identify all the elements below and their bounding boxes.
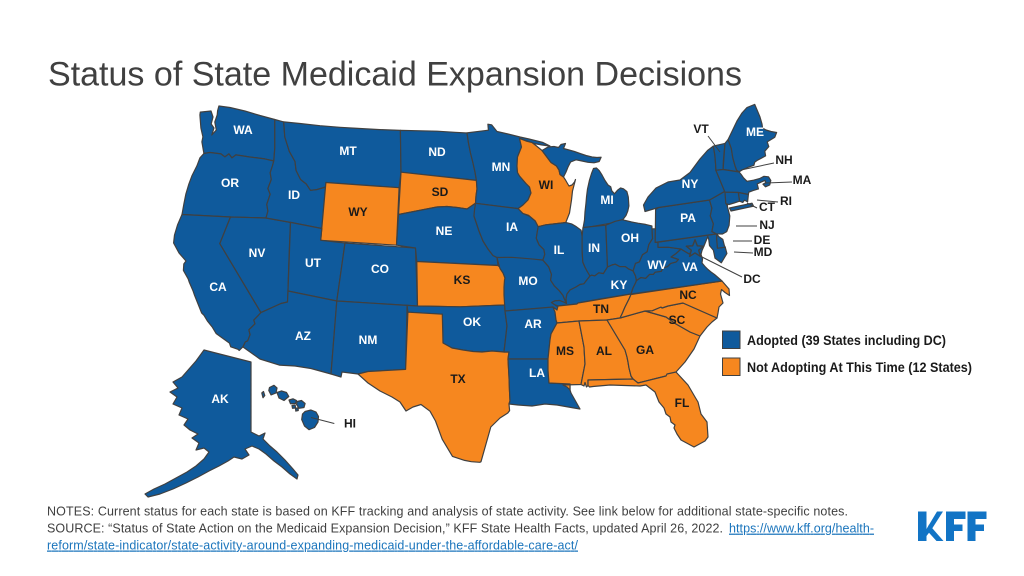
svg-text:NE: NE [436,224,453,238]
svg-text:OR: OR [221,176,239,190]
svg-text:KY: KY [611,278,628,292]
svg-text:DE: DE [754,233,771,247]
svg-text:GA: GA [636,343,654,357]
svg-text:TN: TN [593,302,609,316]
svg-text:NOTES: Current status for each: NOTES: Current status for each state is … [47,504,848,518]
svg-text:ND: ND [428,145,446,159]
svg-text:AR: AR [524,317,542,331]
svg-text:SC: SC [669,313,686,327]
svg-text:Not Adopting At This Time (12: Not Adopting At This Time (12 States) [747,359,972,375]
svg-text:MT: MT [339,144,357,158]
svg-text:IA: IA [506,220,518,234]
svg-text:OK: OK [463,315,481,329]
svg-text:VT: VT [693,122,709,136]
svg-text:WY: WY [348,205,367,219]
svg-text:CT: CT [759,200,776,214]
svg-text:HI: HI [344,416,356,430]
svg-text:AL: AL [596,344,612,358]
svg-text:IN: IN [588,241,600,255]
svg-text:WV: WV [647,258,666,272]
svg-text:UT: UT [305,256,322,270]
svg-text:NM: NM [359,333,378,347]
svg-text:PA: PA [680,211,696,225]
svg-text:NC: NC [679,288,697,302]
svg-text:FL: FL [675,396,690,410]
svg-text:https://www.kff.org/health-: https://www.kff.org/health- [729,522,874,536]
svg-text:CO: CO [371,262,389,276]
svg-text:LA: LA [529,366,545,380]
svg-text:ME: ME [746,125,764,139]
svg-text:OH: OH [621,231,639,245]
svg-text:Adopted (39 States including D: Adopted (39 States including DC) [747,332,946,348]
svg-text:MS: MS [556,344,574,358]
svg-text:NH: NH [775,153,792,167]
svg-text:RI: RI [780,194,792,208]
svg-text:reform/state-indicator/state-a: reform/state-indicator/state-activity-ar… [47,539,579,553]
svg-text:WI: WI [539,178,554,192]
svg-text:KS: KS [454,273,471,287]
svg-text:CA: CA [209,280,227,294]
svg-text:TX: TX [450,372,465,386]
svg-text:WA: WA [233,123,253,137]
svg-text:SD: SD [432,185,449,199]
svg-text:AK: AK [211,392,229,406]
svg-text:NY: NY [682,177,699,191]
svg-text:MN: MN [492,160,511,174]
svg-text:NV: NV [249,246,266,260]
svg-text:MI: MI [600,193,613,207]
svg-text:DC: DC [743,272,761,286]
svg-text:MD: MD [754,245,773,259]
svg-text:VA: VA [682,260,698,274]
svg-text:SOURCE: “Status of State Actio: SOURCE: “Status of State Action on the M… [47,522,723,536]
svg-text:MO: MO [518,274,537,288]
svg-text:IL: IL [554,243,565,257]
svg-text:Status of State Medicaid Expan: Status of State Medicaid Expansion Decis… [48,56,742,94]
svg-text:MA: MA [793,173,812,187]
svg-text:ID: ID [288,188,300,202]
svg-text:NJ: NJ [759,218,774,232]
svg-text:AZ: AZ [295,329,311,343]
